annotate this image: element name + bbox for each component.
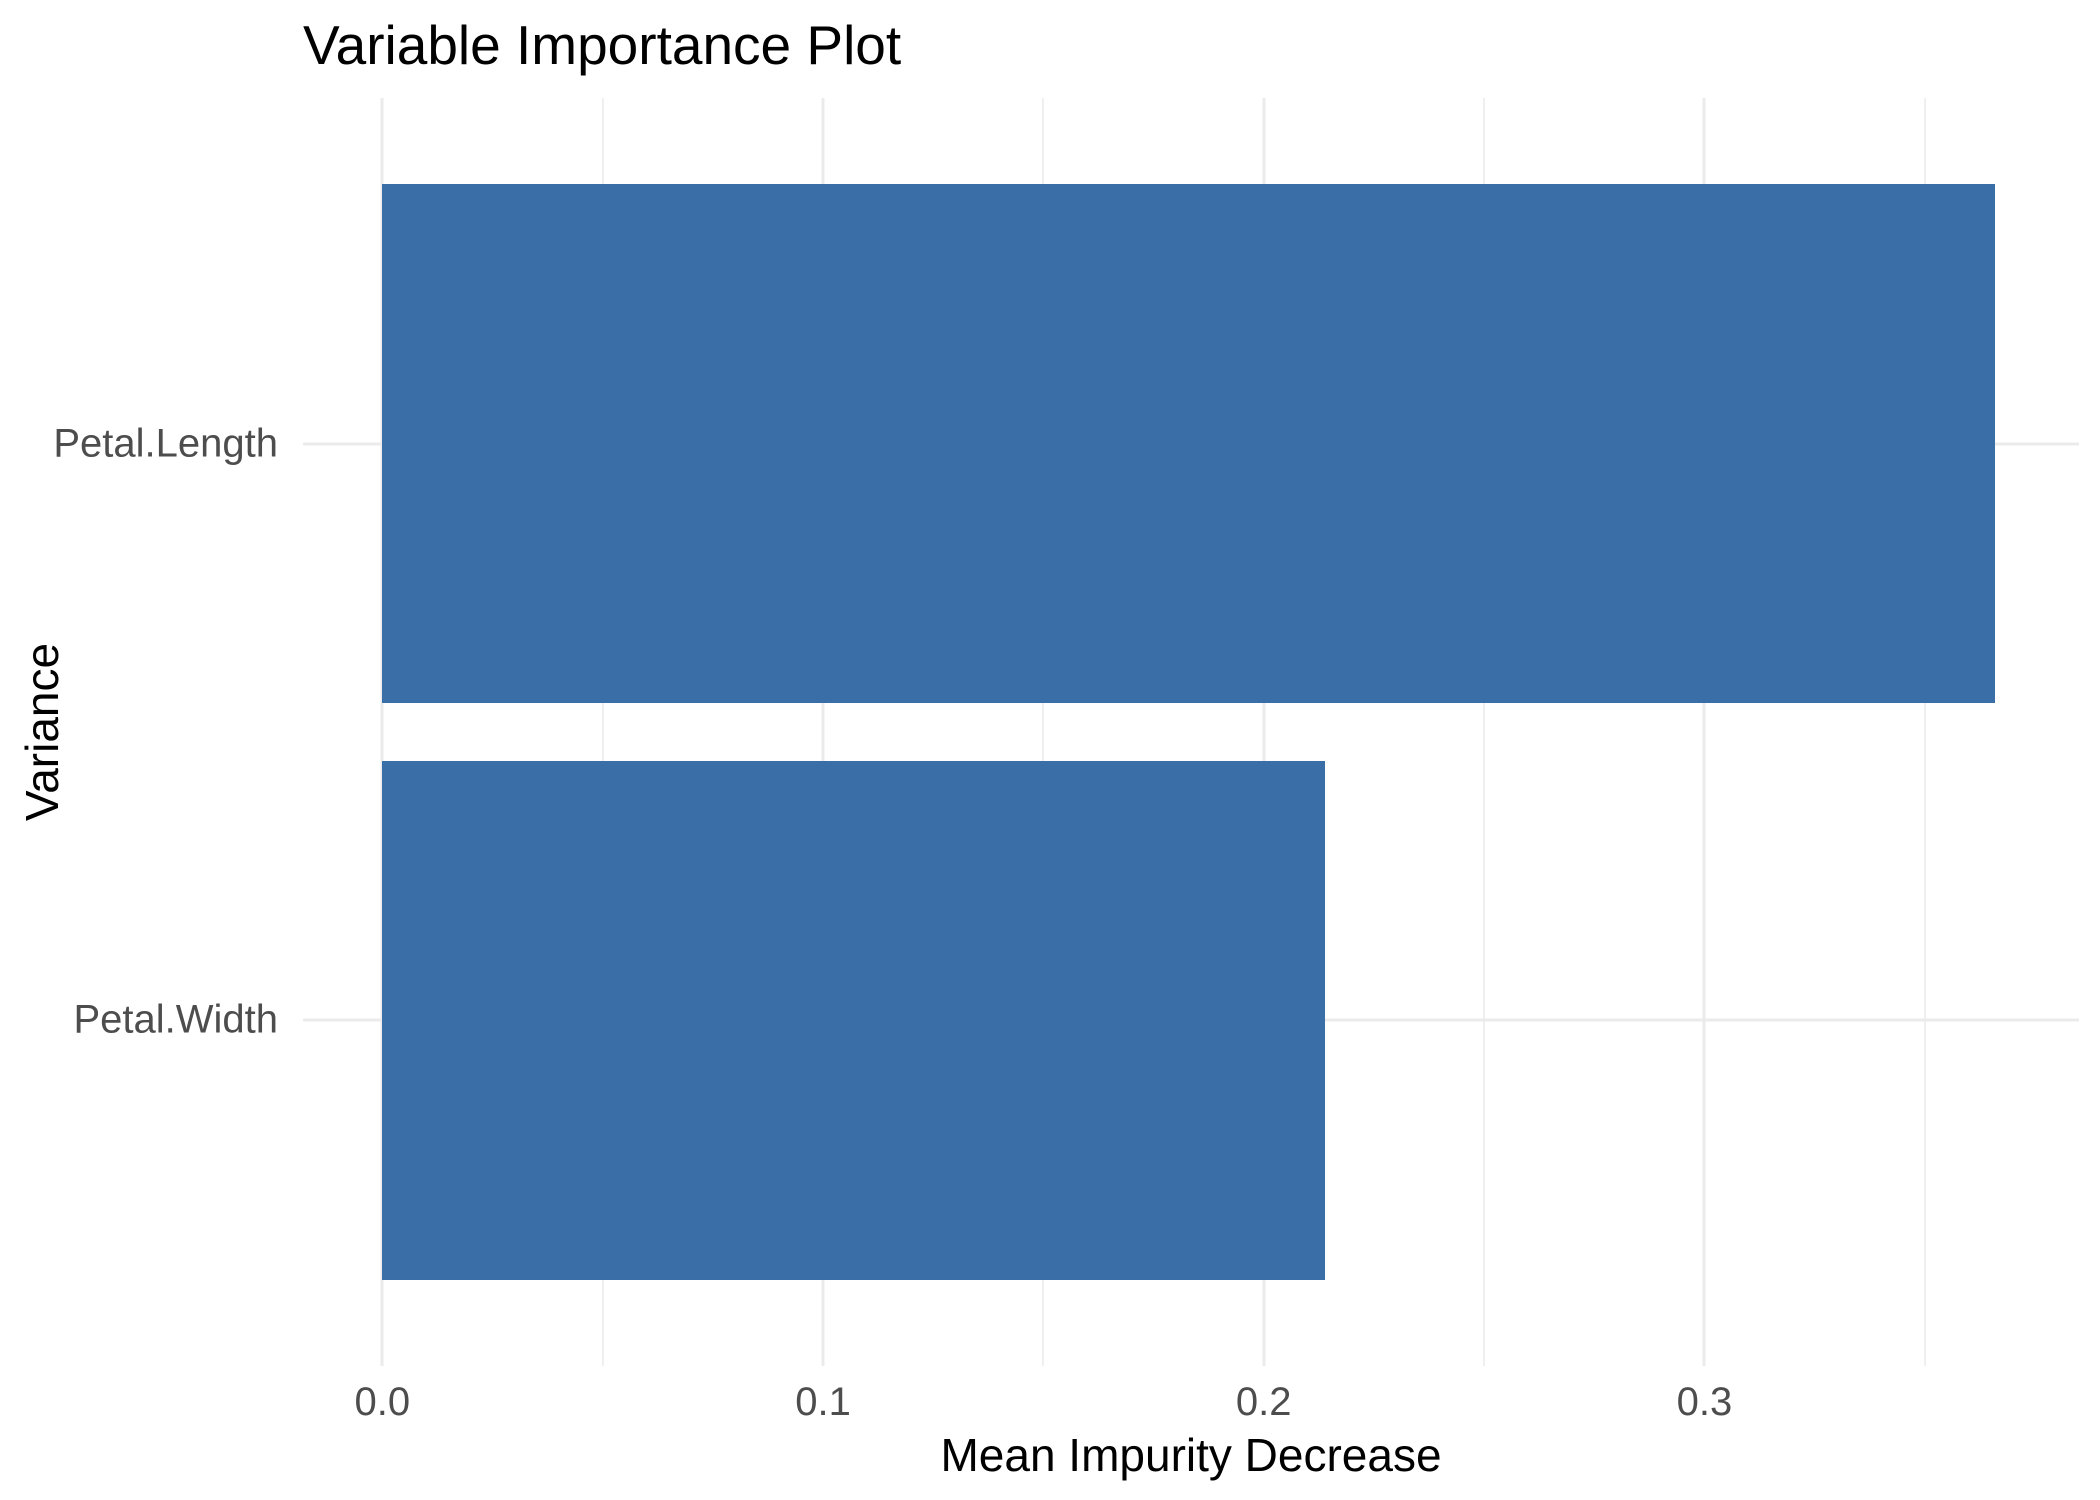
x-tick-label: 0.0 [354,1380,411,1424]
bar [382,760,1326,1280]
gridline-x-major [821,98,825,1366]
x-tick-label: 0.1 [795,1380,851,1424]
gridline-x-major [1702,98,1706,1366]
gridline-x-minor [1923,98,1926,1366]
x-axis-title: Mean Impurity Decrease [940,1429,1442,1481]
y-axis-category-labels: Petal.Length Petal.Width [0,98,278,1366]
gridline-x-major [380,98,384,1366]
chart-title: Variable Importance Plot [303,14,902,76]
gridline-x-minor [601,98,604,1366]
gridline-x-major [1262,98,1266,1366]
gridline-x-minor [1042,98,1045,1366]
x-tick-label: 0.2 [1235,1380,1292,1424]
bar [382,184,1996,704]
x-axis-tick-labels: 0.0 0.1 0.2 0.3 [303,1380,2079,1432]
y-axis-title: Variance [16,642,68,822]
gridline-x-minor [1483,98,1486,1366]
plot-panel [303,98,2079,1366]
y-category-label: Petal.Width [73,997,278,1042]
y-category-label: Petal.Length [53,421,278,466]
x-tick-label: 0.3 [1676,1380,1733,1424]
